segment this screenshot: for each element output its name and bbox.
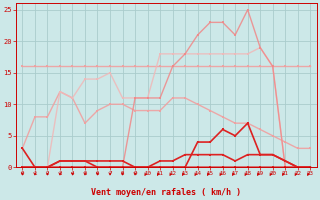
X-axis label: Vent moyen/en rafales ( km/h ): Vent moyen/en rafales ( km/h ): [91, 188, 241, 197]
